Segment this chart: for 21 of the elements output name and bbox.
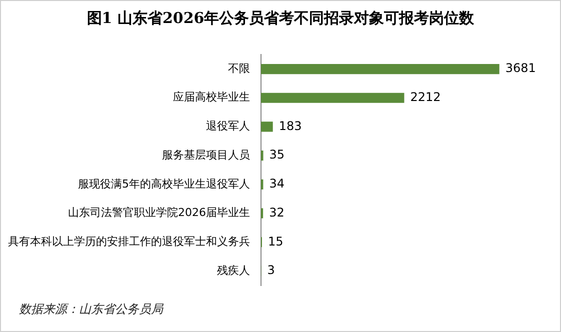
- data-label: 35: [269, 148, 285, 162]
- y-tick-label: 服现役满5年的高校毕业生退役军人: [78, 177, 250, 190]
- y-tick-label: 应届高校毕业生: [173, 90, 250, 104]
- y-tick-label: 具有本科以上学历的安排工作的退役军士和义务兵: [8, 234, 250, 248]
- data-label: 3: [267, 263, 275, 278]
- bar: [261, 64, 500, 74]
- y-tick-label: 残疾人: [217, 264, 250, 277]
- data-label: 15: [268, 234, 284, 248]
- bar: [261, 92, 404, 103]
- source-note: 数据来源：山东省公务员局: [19, 301, 163, 318]
- y-tick-label: 山东司法警官职业学院2026届毕业生: [68, 206, 250, 220]
- y-tick-label: 退役军人: [206, 120, 250, 133]
- y-tick-label: 不限: [228, 62, 250, 75]
- data-label: 3681: [505, 61, 536, 76]
- chart-title: 图1 山东省2026年公务员省考不同招录对象可报考岗位数: [86, 9, 476, 28]
- bar: [261, 122, 273, 132]
- data-label: 34: [269, 176, 284, 191]
- data-label: 2212: [410, 90, 441, 104]
- data-label: 32: [269, 205, 284, 220]
- y-tick-label: 服务基层项目人员: [162, 148, 250, 162]
- data-label: 183: [278, 118, 302, 133]
